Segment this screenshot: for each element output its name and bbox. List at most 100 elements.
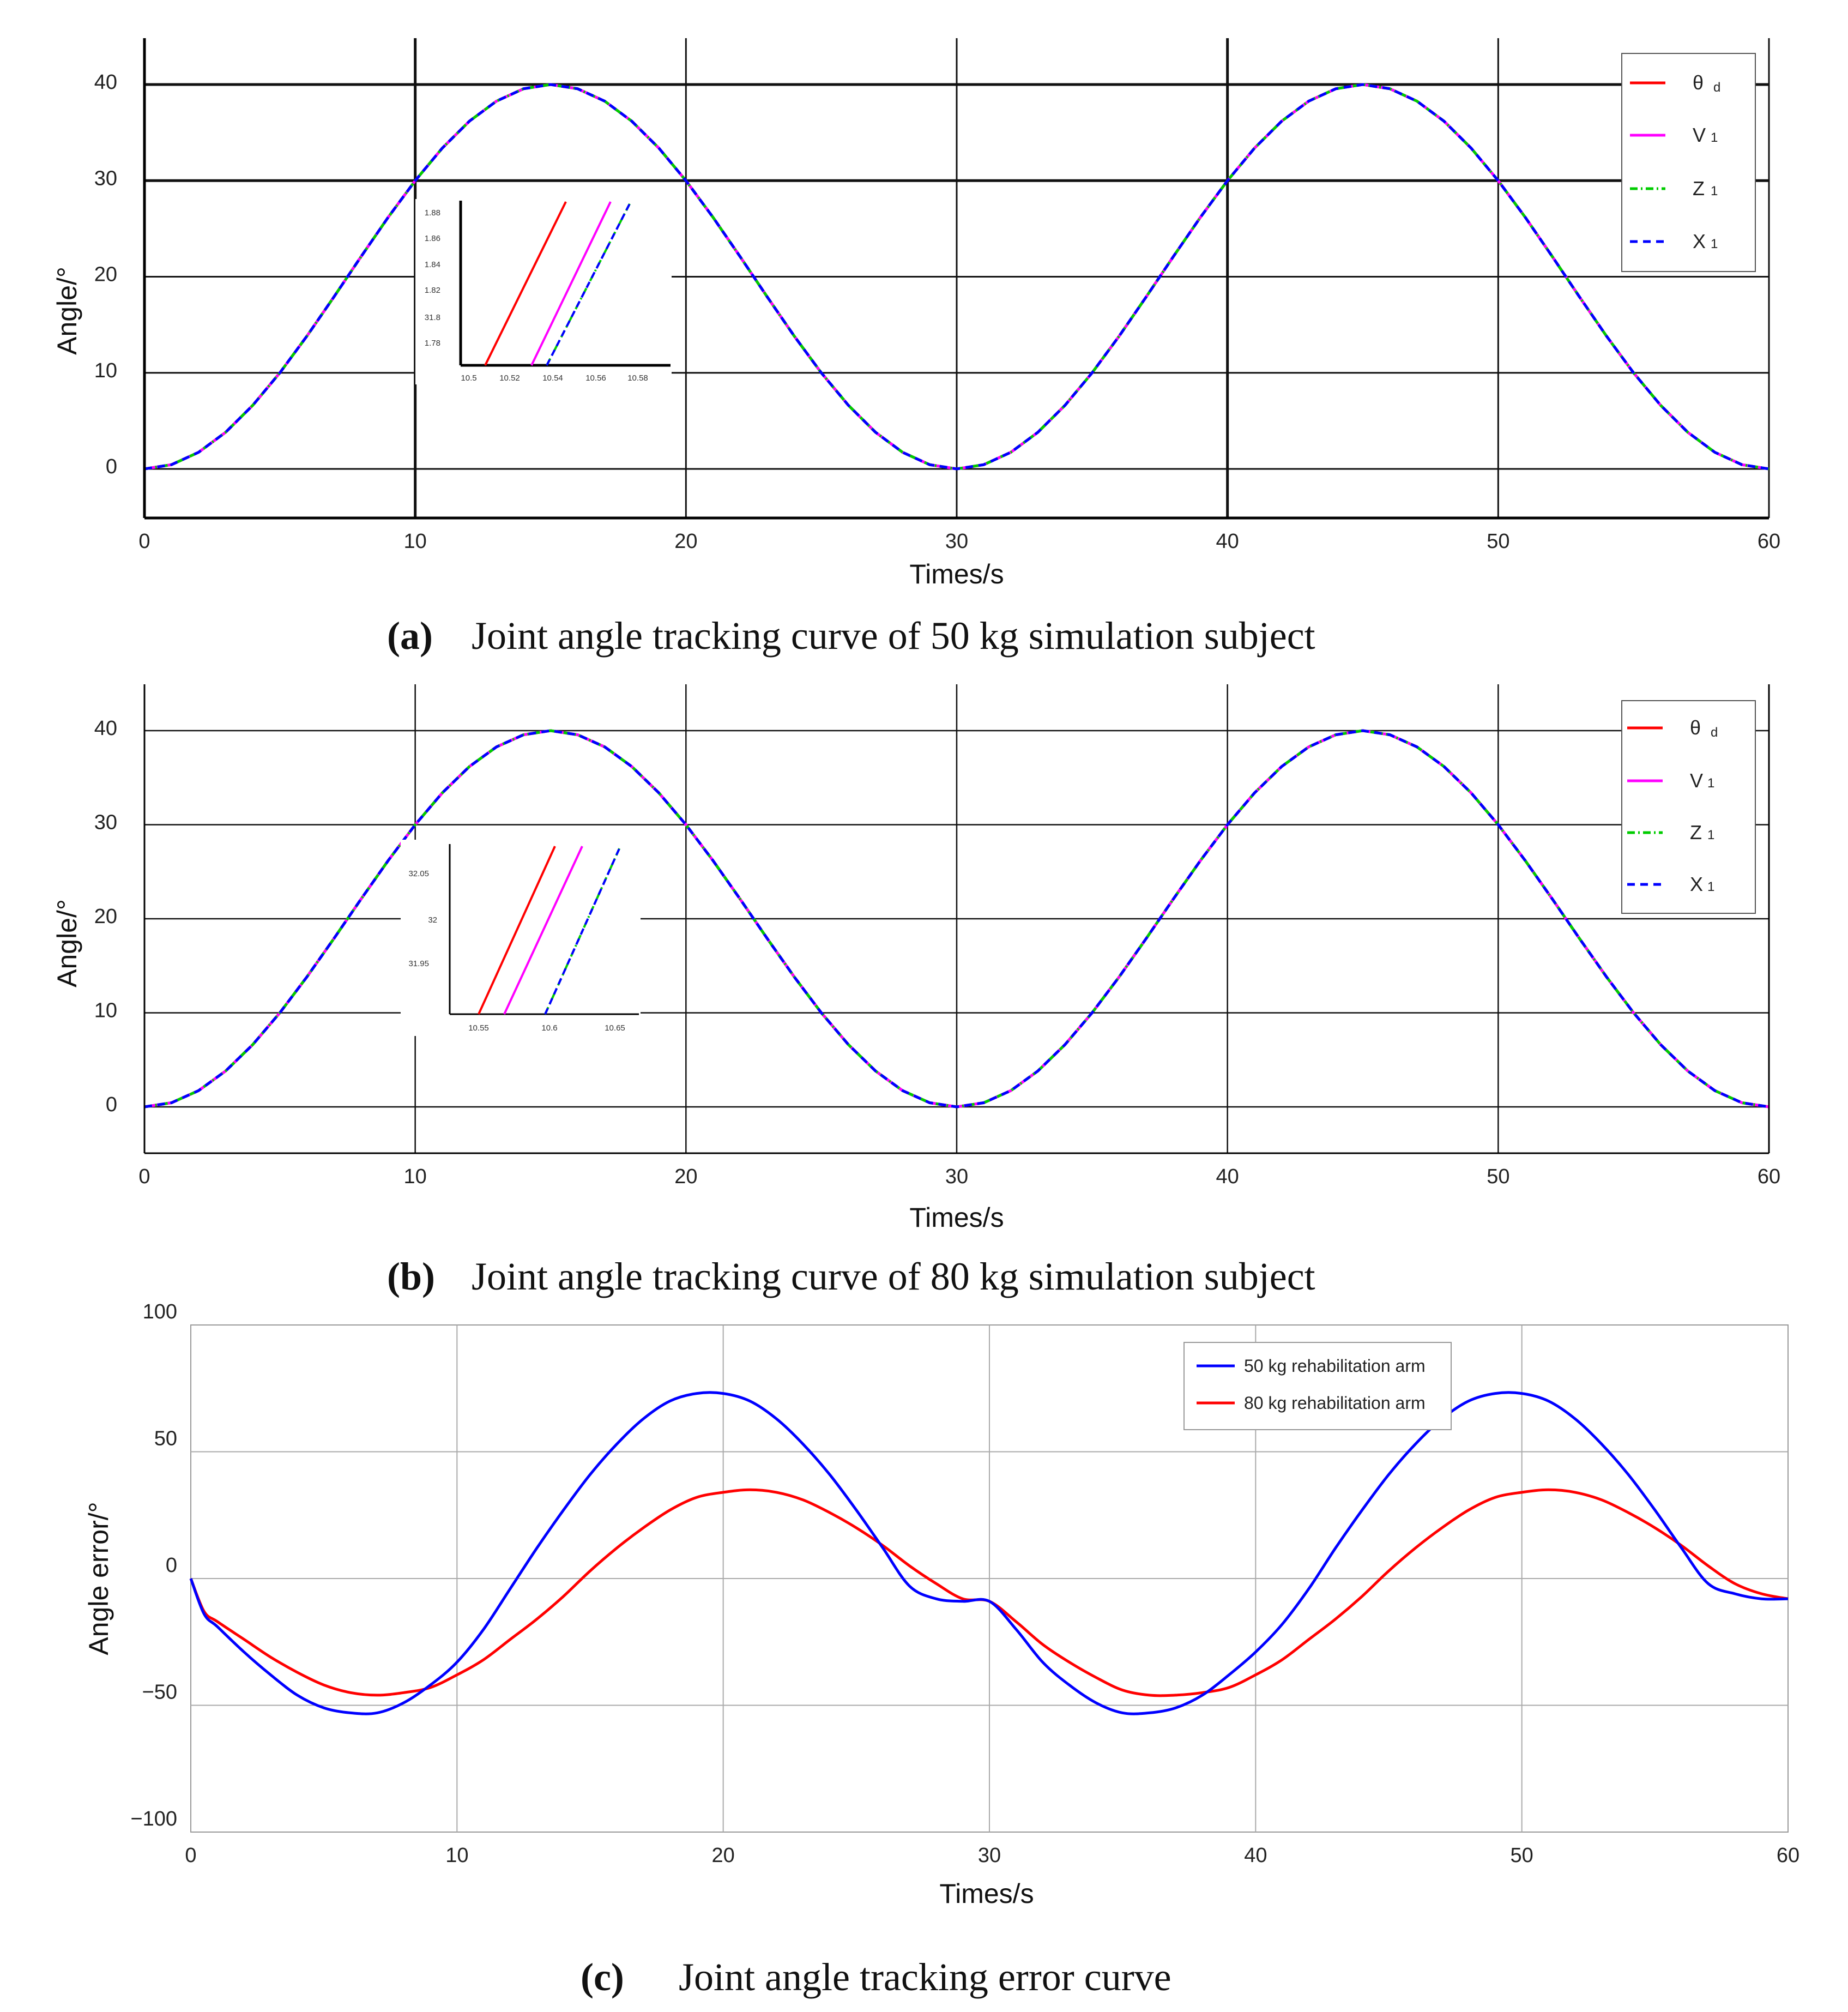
legend-entry-v1: V 1 xyxy=(1630,124,1718,146)
caption: Joint angle tracking error curve xyxy=(679,1955,1171,1999)
inset-line-x1 xyxy=(544,846,621,1015)
series-lines xyxy=(144,83,1770,471)
y-axis-label: Angle/° xyxy=(52,267,82,355)
legend-subscript: 1 xyxy=(1707,828,1714,842)
legend-label: V xyxy=(1693,124,1706,146)
y-tick-labels: 0 10 20 30 40 xyxy=(94,71,117,478)
inset-background xyxy=(415,199,672,384)
y-tick: 30 xyxy=(94,167,117,190)
legend-subscript: d xyxy=(1711,725,1718,740)
inset-x-tick: 10.56 xyxy=(585,374,606,383)
legend-subscript: 1 xyxy=(1707,776,1714,791)
x-tick: 40 xyxy=(1216,530,1239,553)
x-tick-labels: 0 10 20 30 40 50 60 xyxy=(185,1844,1799,1867)
legend: θ d V 1 Z 1 X 1 xyxy=(1621,53,1756,272)
caption: Joint angle tracking curve of 50 kg simu… xyxy=(472,614,1315,658)
inset-x-tick: 10.65 xyxy=(605,1023,625,1033)
legend-entry-theta-d: θ d xyxy=(1630,71,1720,95)
series-lines xyxy=(144,729,1770,1109)
inset-y-tick: 32.05 xyxy=(408,869,429,878)
legend-label: 80 kg rehabilitation arm xyxy=(1244,1393,1426,1413)
x-tick: 30 xyxy=(945,530,968,553)
x-tick: 40 xyxy=(1244,1844,1267,1867)
legend-box xyxy=(1621,700,1756,914)
x-tick: 20 xyxy=(712,1844,735,1867)
x-tick: 0 xyxy=(185,1844,196,1867)
inset-x-tick: 10.52 xyxy=(499,374,520,383)
x-tick: 50 xyxy=(1487,1165,1509,1188)
x-axis-label: Times/s xyxy=(939,1878,1034,1909)
inset-y-tick: 32 xyxy=(428,915,437,925)
legend-entry-x1: X 1 xyxy=(1630,230,1718,252)
y-tick: 40 xyxy=(94,71,117,94)
legend-box xyxy=(1183,1342,1452,1430)
inset-line-theta-d xyxy=(478,846,556,1015)
legend-subscript: d xyxy=(1713,80,1720,95)
caption-tag: (a) xyxy=(387,614,433,658)
x-tick: 50 xyxy=(1487,530,1509,553)
legend: θ d V 1 Z 1 X 1 xyxy=(1621,700,1756,914)
legend-entry-z1: Z 1 xyxy=(1627,821,1714,844)
x-tick-labels: 0 10 20 30 40 50 60 xyxy=(138,530,1780,553)
y-tick: 0 xyxy=(106,455,117,478)
x-tick: 0 xyxy=(138,1165,150,1188)
inset-y-tick: 1.84 xyxy=(425,260,440,269)
inset-x-tick: 10.6 xyxy=(541,1023,557,1033)
series-line-x1 xyxy=(144,83,1770,471)
x-tick: 50 xyxy=(1511,1844,1533,1867)
inset-y-tick: 1.86 xyxy=(425,234,440,243)
inset-x-tick: 10.5 xyxy=(461,374,476,383)
inset-line-theta-d xyxy=(484,201,567,366)
inset-line-v1 xyxy=(503,846,583,1015)
inset-y-tick: 1.78 xyxy=(425,339,440,348)
inset-x-ticks: 10.5 10.52 10.54 10.56 10.58 xyxy=(461,374,648,383)
x-tick: 10 xyxy=(404,530,427,553)
series-line-x1 xyxy=(144,729,1770,1109)
x-tick: 20 xyxy=(674,530,697,553)
legend-label: 50 kg rehabilitation arm xyxy=(1244,1356,1426,1376)
x-tick: 10 xyxy=(445,1844,468,1867)
inset-x-tick: 10.55 xyxy=(468,1023,489,1033)
caption: Joint angle tracking curve of 80 kg simu… xyxy=(472,1255,1315,1298)
inset-line-x1 xyxy=(546,201,632,366)
caption-tag: (b) xyxy=(387,1255,435,1298)
y-tick: 20 xyxy=(94,263,117,286)
legend-label: θ xyxy=(1690,716,1701,739)
legend-label: X xyxy=(1690,873,1703,895)
x-tick: 60 xyxy=(1777,1844,1799,1867)
legend-subscript: 1 xyxy=(1707,880,1714,894)
x-axis-label: Times/s xyxy=(909,559,1004,589)
legend-entry-v1: V 1 xyxy=(1627,769,1714,792)
inset-background xyxy=(401,840,641,1036)
y-tick: 30 xyxy=(94,811,117,834)
legend-entry-80kg: 80 kg rehabilitation arm xyxy=(1197,1393,1426,1413)
chart-panel-c: 0 10 20 30 40 50 60 100 50 0 −50 −100 Times/s Angl… xyxy=(83,1300,1799,1999)
legend-label: θ xyxy=(1693,71,1704,94)
legend: 50 kg rehabilitation arm 80 kg rehabilit… xyxy=(1183,1342,1452,1430)
x-tick: 30 xyxy=(945,1165,968,1188)
legend-entry-50kg: 50 kg rehabilitation arm xyxy=(1197,1356,1426,1376)
inset-y-tick: 1.82 xyxy=(425,286,440,295)
zoom-inset: 32.05 32 31.95 10.55 10.6 10.65 xyxy=(401,840,641,1036)
inset-line-v1 xyxy=(530,201,612,366)
inset-x-tick: 10.54 xyxy=(542,374,563,383)
x-axis-label: Times/s xyxy=(909,1202,1004,1233)
legend-entry-z1: Z 1 xyxy=(1630,177,1718,200)
y-tick: 100 xyxy=(143,1300,177,1323)
inset-y-ticks: 1.88 1.86 1.84 1.82 31.8 1.78 xyxy=(425,208,440,348)
inset-x-ticks: 10.55 10.6 10.65 xyxy=(468,1023,625,1033)
caption-tag: (c) xyxy=(581,1955,624,1999)
inset-y-ticks: 32.05 32 31.95 xyxy=(408,869,437,968)
legend-entry-theta-d: θ d xyxy=(1627,716,1718,740)
x-tick: 10 xyxy=(404,1165,427,1188)
y-tick-labels: 100 50 0 −50 −100 xyxy=(130,1300,177,1830)
x-tick: 40 xyxy=(1216,1165,1239,1188)
x-tick-labels: 0 10 20 30 40 50 60 xyxy=(138,1165,1780,1188)
inset-y-tick: 31.8 xyxy=(425,313,440,322)
legend-entry-x1: X 1 xyxy=(1627,873,1714,895)
y-tick: 20 xyxy=(94,905,117,928)
y-tick-labels: 0 10 20 30 40 xyxy=(94,717,117,1116)
inset-y-tick: 1.88 xyxy=(425,208,440,218)
legend-label: Z xyxy=(1690,821,1702,844)
